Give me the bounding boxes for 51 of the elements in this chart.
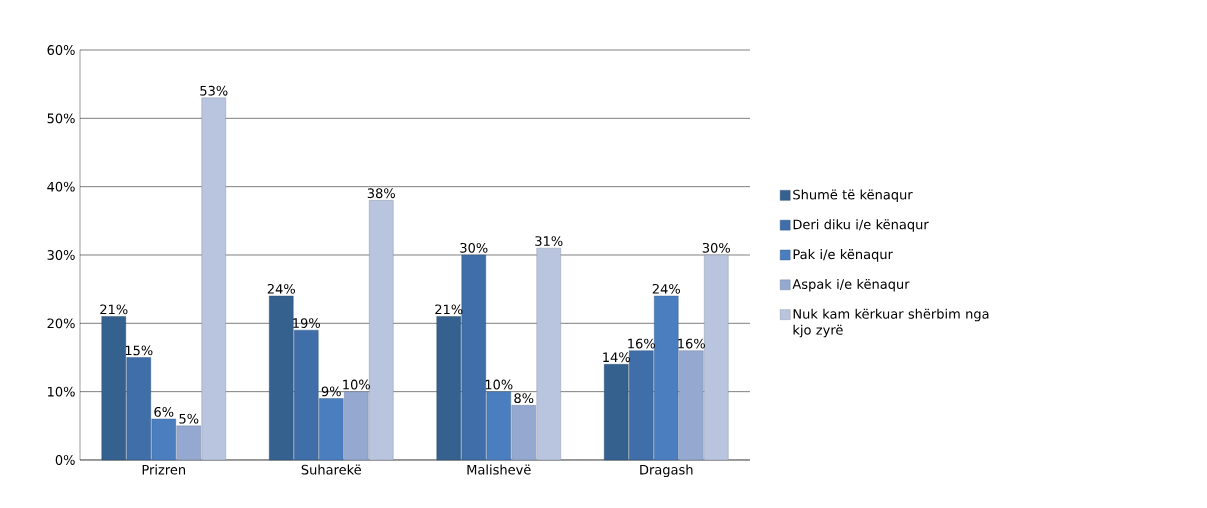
bar bbox=[294, 329, 319, 461]
x-tick-label: Dragash bbox=[640, 464, 693, 478]
bar bbox=[201, 97, 226, 461]
bar bbox=[319, 398, 344, 461]
y-tick-label: 0% bbox=[55, 455, 75, 465]
bar bbox=[461, 254, 486, 461]
data-label: 53% bbox=[200, 85, 228, 96]
bar bbox=[486, 391, 511, 461]
bar bbox=[604, 364, 629, 461]
bar bbox=[436, 316, 461, 461]
y-tick-label: 50% bbox=[47, 113, 75, 124]
legend-label: Nuk kam kërkuar shërbim nga kjo zyrë bbox=[793, 308, 989, 338]
legend-label: Pak i/e kënaqur bbox=[793, 249, 893, 262]
bar bbox=[654, 295, 679, 461]
bar bbox=[629, 350, 654, 461]
bar bbox=[151, 418, 176, 461]
data-label: 9% bbox=[321, 386, 341, 397]
bar bbox=[536, 247, 561, 461]
data-label: 24% bbox=[267, 283, 295, 294]
bar bbox=[511, 405, 536, 461]
x-tick-label: Suharekë bbox=[301, 464, 361, 475]
data-label: 21% bbox=[100, 304, 128, 315]
data-label: 6% bbox=[154, 406, 174, 417]
data-label: 31% bbox=[535, 236, 563, 246]
data-label: 38% bbox=[367, 188, 395, 199]
data-label: 10% bbox=[343, 379, 370, 390]
bar bbox=[679, 350, 704, 461]
y-tick-label: 40% bbox=[47, 181, 75, 192]
y-tick-label: 60% bbox=[47, 45, 75, 55]
bar bbox=[126, 357, 151, 461]
legend-label: Aspak i/e kënaqur bbox=[792, 278, 910, 292]
data-label: 30% bbox=[702, 242, 730, 253]
bar bbox=[176, 425, 201, 461]
bar bbox=[101, 316, 126, 461]
data-label: 24% bbox=[652, 283, 680, 294]
bar bbox=[344, 391, 369, 461]
bar bbox=[704, 254, 729, 461]
y-tick-label: 10% bbox=[48, 386, 75, 397]
y-tick-label: 20% bbox=[47, 318, 75, 329]
data-label: 8% bbox=[514, 393, 534, 404]
x-tick-label: Prizren bbox=[142, 464, 186, 475]
bar bbox=[269, 295, 294, 461]
legend-label: Deri diku i/e kënaqur bbox=[793, 219, 929, 232]
data-label: 5% bbox=[179, 413, 199, 424]
x-tick-label: Malishevë bbox=[467, 464, 531, 475]
data-label: 19% bbox=[293, 318, 320, 328]
y-tick-label: 30% bbox=[47, 250, 75, 260]
legend-label: Shumë të kënaqur bbox=[793, 189, 913, 202]
data-label: 16% bbox=[678, 338, 705, 349]
bar bbox=[369, 200, 394, 461]
data-label: 30% bbox=[460, 242, 488, 253]
